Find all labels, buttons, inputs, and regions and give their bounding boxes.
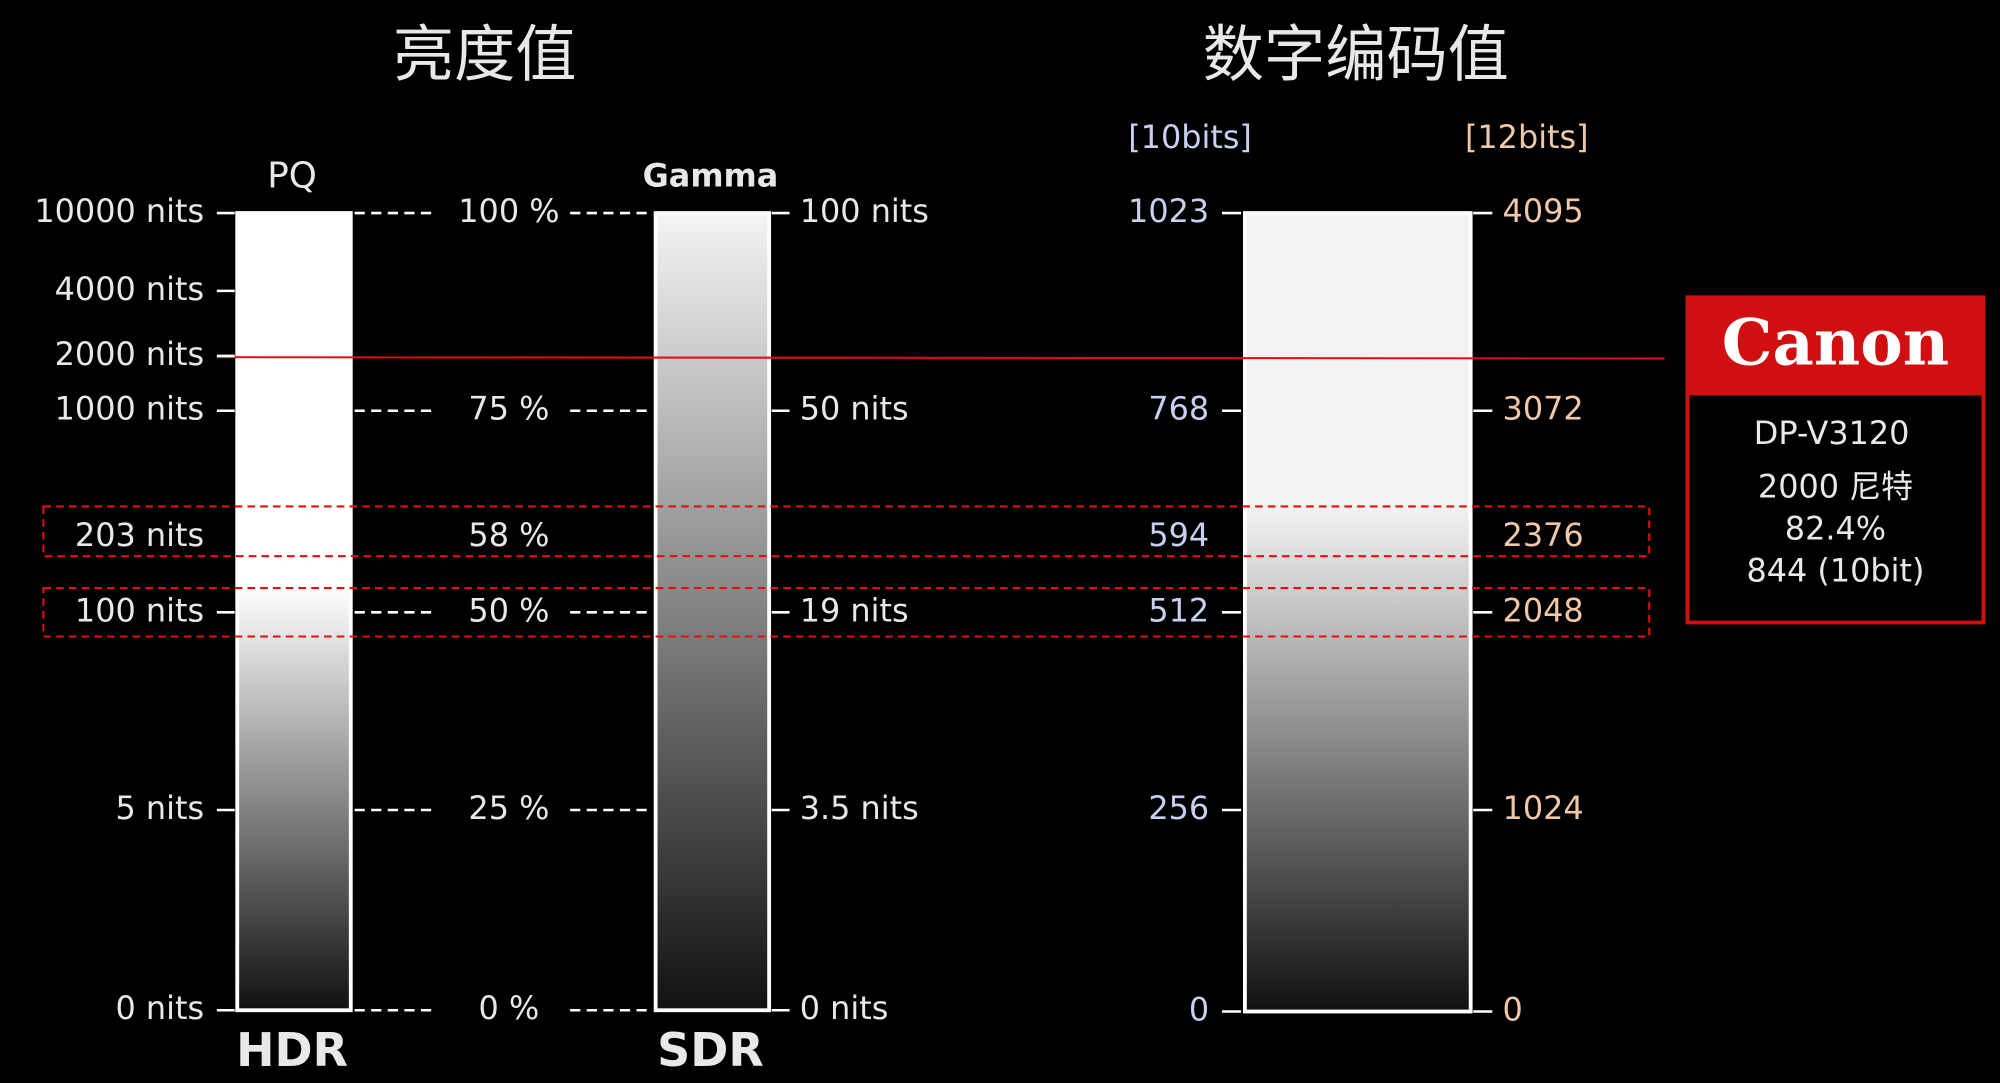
code10-label: 768 [1148, 390, 1209, 428]
sdr-tick-label: 19 nits [800, 591, 909, 629]
bits-label: [10bits] [1128, 118, 1252, 156]
code10-label: 512 [1148, 591, 1209, 629]
percent-label: 50 % [468, 591, 549, 629]
sdr-tick-label: 3.5 nits [800, 789, 919, 827]
canon-percent: 82.4% [1785, 510, 1886, 548]
title: 数字编码值 [1203, 19, 1509, 90]
sdr-tick-label: 50 nits [800, 390, 909, 428]
hdr-bar [235, 211, 353, 1013]
hdr-tick-label: 1000 nits [55, 390, 204, 428]
code12-label: 4095 [1503, 192, 1584, 230]
code10-label: 256 [1148, 789, 1209, 827]
percent-label: 100 % [458, 192, 559, 230]
curve-label: Gamma [643, 156, 779, 194]
bar-label: HDR [236, 1023, 348, 1077]
hdr-tick-label: 4000 nits [55, 270, 204, 308]
code-bar [1242, 211, 1473, 1014]
hdr-tick-label: 0 nits [116, 989, 205, 1027]
code12-label: 2048 [1503, 591, 1584, 629]
canon-logo: Canon [1722, 306, 1949, 381]
hdr-tick-label: 100 nits [75, 591, 204, 629]
hdr-tick-label: 5 nits [116, 789, 205, 827]
code12-label: 2376 [1503, 516, 1584, 554]
code10-label: 1023 [1128, 192, 1209, 230]
percent-label: 0 % [479, 989, 540, 1027]
sdr-bar [653, 211, 772, 1013]
canon-code: 844 (10bit) [1746, 552, 1924, 590]
highlight-box [42, 587, 1651, 638]
hdr-tick-label: 10000 nits [34, 192, 204, 230]
canon-nits: 2000 尼特 [1758, 468, 1913, 506]
canon-header [1687, 297, 1984, 396]
hdr-tick-label: 2000 nits [55, 335, 204, 373]
code12-label: 3072 [1503, 390, 1584, 428]
red-line [216, 356, 1665, 360]
percent-label: 25 % [468, 789, 549, 827]
sdr-tick-label: 0 nits [800, 989, 889, 1027]
code12-label: 0 [1503, 991, 1523, 1029]
sdr-tick-label: 100 nits [800, 192, 929, 230]
percent-label: 58 % [468, 516, 549, 554]
title: 亮度值 [393, 19, 577, 90]
percent-label: 75 % [468, 390, 549, 428]
code12-label: 1024 [1503, 789, 1584, 827]
bits-label: [12bits] [1465, 118, 1589, 156]
curve-label: PQ [267, 155, 317, 196]
code10-label: 594 [1148, 516, 1209, 554]
canon-model: DP-V3120 [1754, 414, 1910, 452]
hdr-tick-label: 203 nits [75, 516, 204, 554]
code10-label: 0 [1189, 991, 1209, 1029]
bar-label: SDR [657, 1023, 764, 1077]
